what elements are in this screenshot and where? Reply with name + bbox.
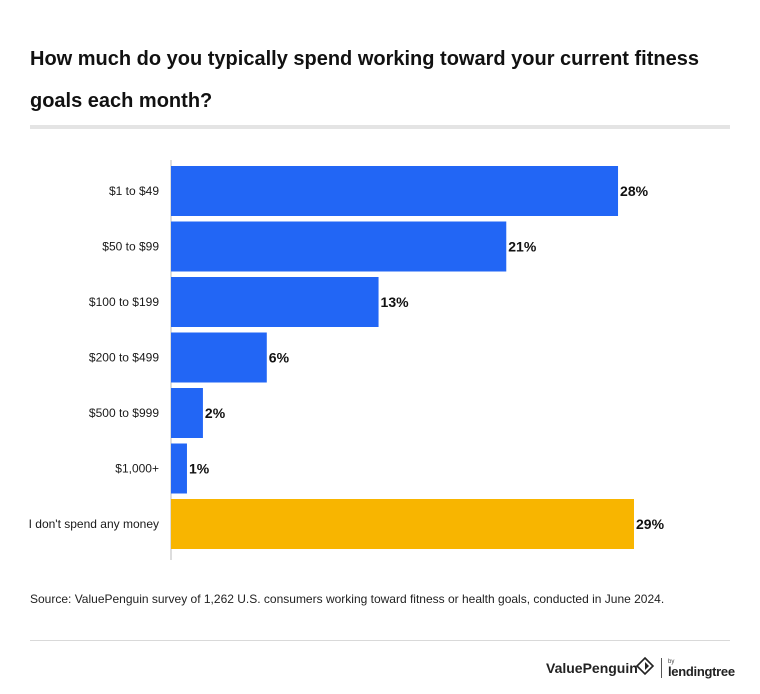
bar (171, 277, 379, 327)
bar (171, 221, 507, 272)
title-divider (30, 125, 730, 129)
value-label: 21% (508, 239, 537, 255)
logo-divider (661, 658, 662, 678)
bar (171, 388, 203, 438)
category-label: $500 to $999 (89, 406, 159, 420)
category-label: I don't spend any money (29, 517, 159, 531)
footer-divider (30, 640, 730, 641)
bar-chart: $1 to $49 28% $50 to $99 21% $100 to $199 13%… (29, 160, 665, 560)
category-label: $1,000+ (115, 462, 159, 476)
lendingtree-logo: lendingtree (668, 664, 735, 679)
value-label: 1% (189, 461, 210, 477)
bar (171, 166, 619, 216)
source-note: Source: ValuePenguin survey of 1,262 U.S… (30, 592, 665, 606)
penguin-diamond-icon (635, 656, 655, 676)
value-label: 2% (205, 405, 226, 421)
value-label: 28% (620, 183, 649, 199)
category-label: $100 to $199 (89, 295, 159, 309)
bar-highlighted (171, 499, 634, 549)
category-label: $50 to $99 (102, 240, 159, 254)
category-label: $200 to $499 (89, 351, 159, 365)
value-label: 6% (269, 350, 290, 366)
bar (171, 443, 187, 494)
category-label: $1 to $49 (109, 184, 159, 198)
bar (171, 332, 267, 383)
logo-by-text: by (668, 659, 675, 665)
value-label: 13% (381, 294, 410, 310)
valuepenguin-logo: ValuePenguin (546, 660, 638, 676)
chart-title: How much do you typically spend working … (30, 48, 699, 112)
value-label: 29% (636, 516, 665, 532)
